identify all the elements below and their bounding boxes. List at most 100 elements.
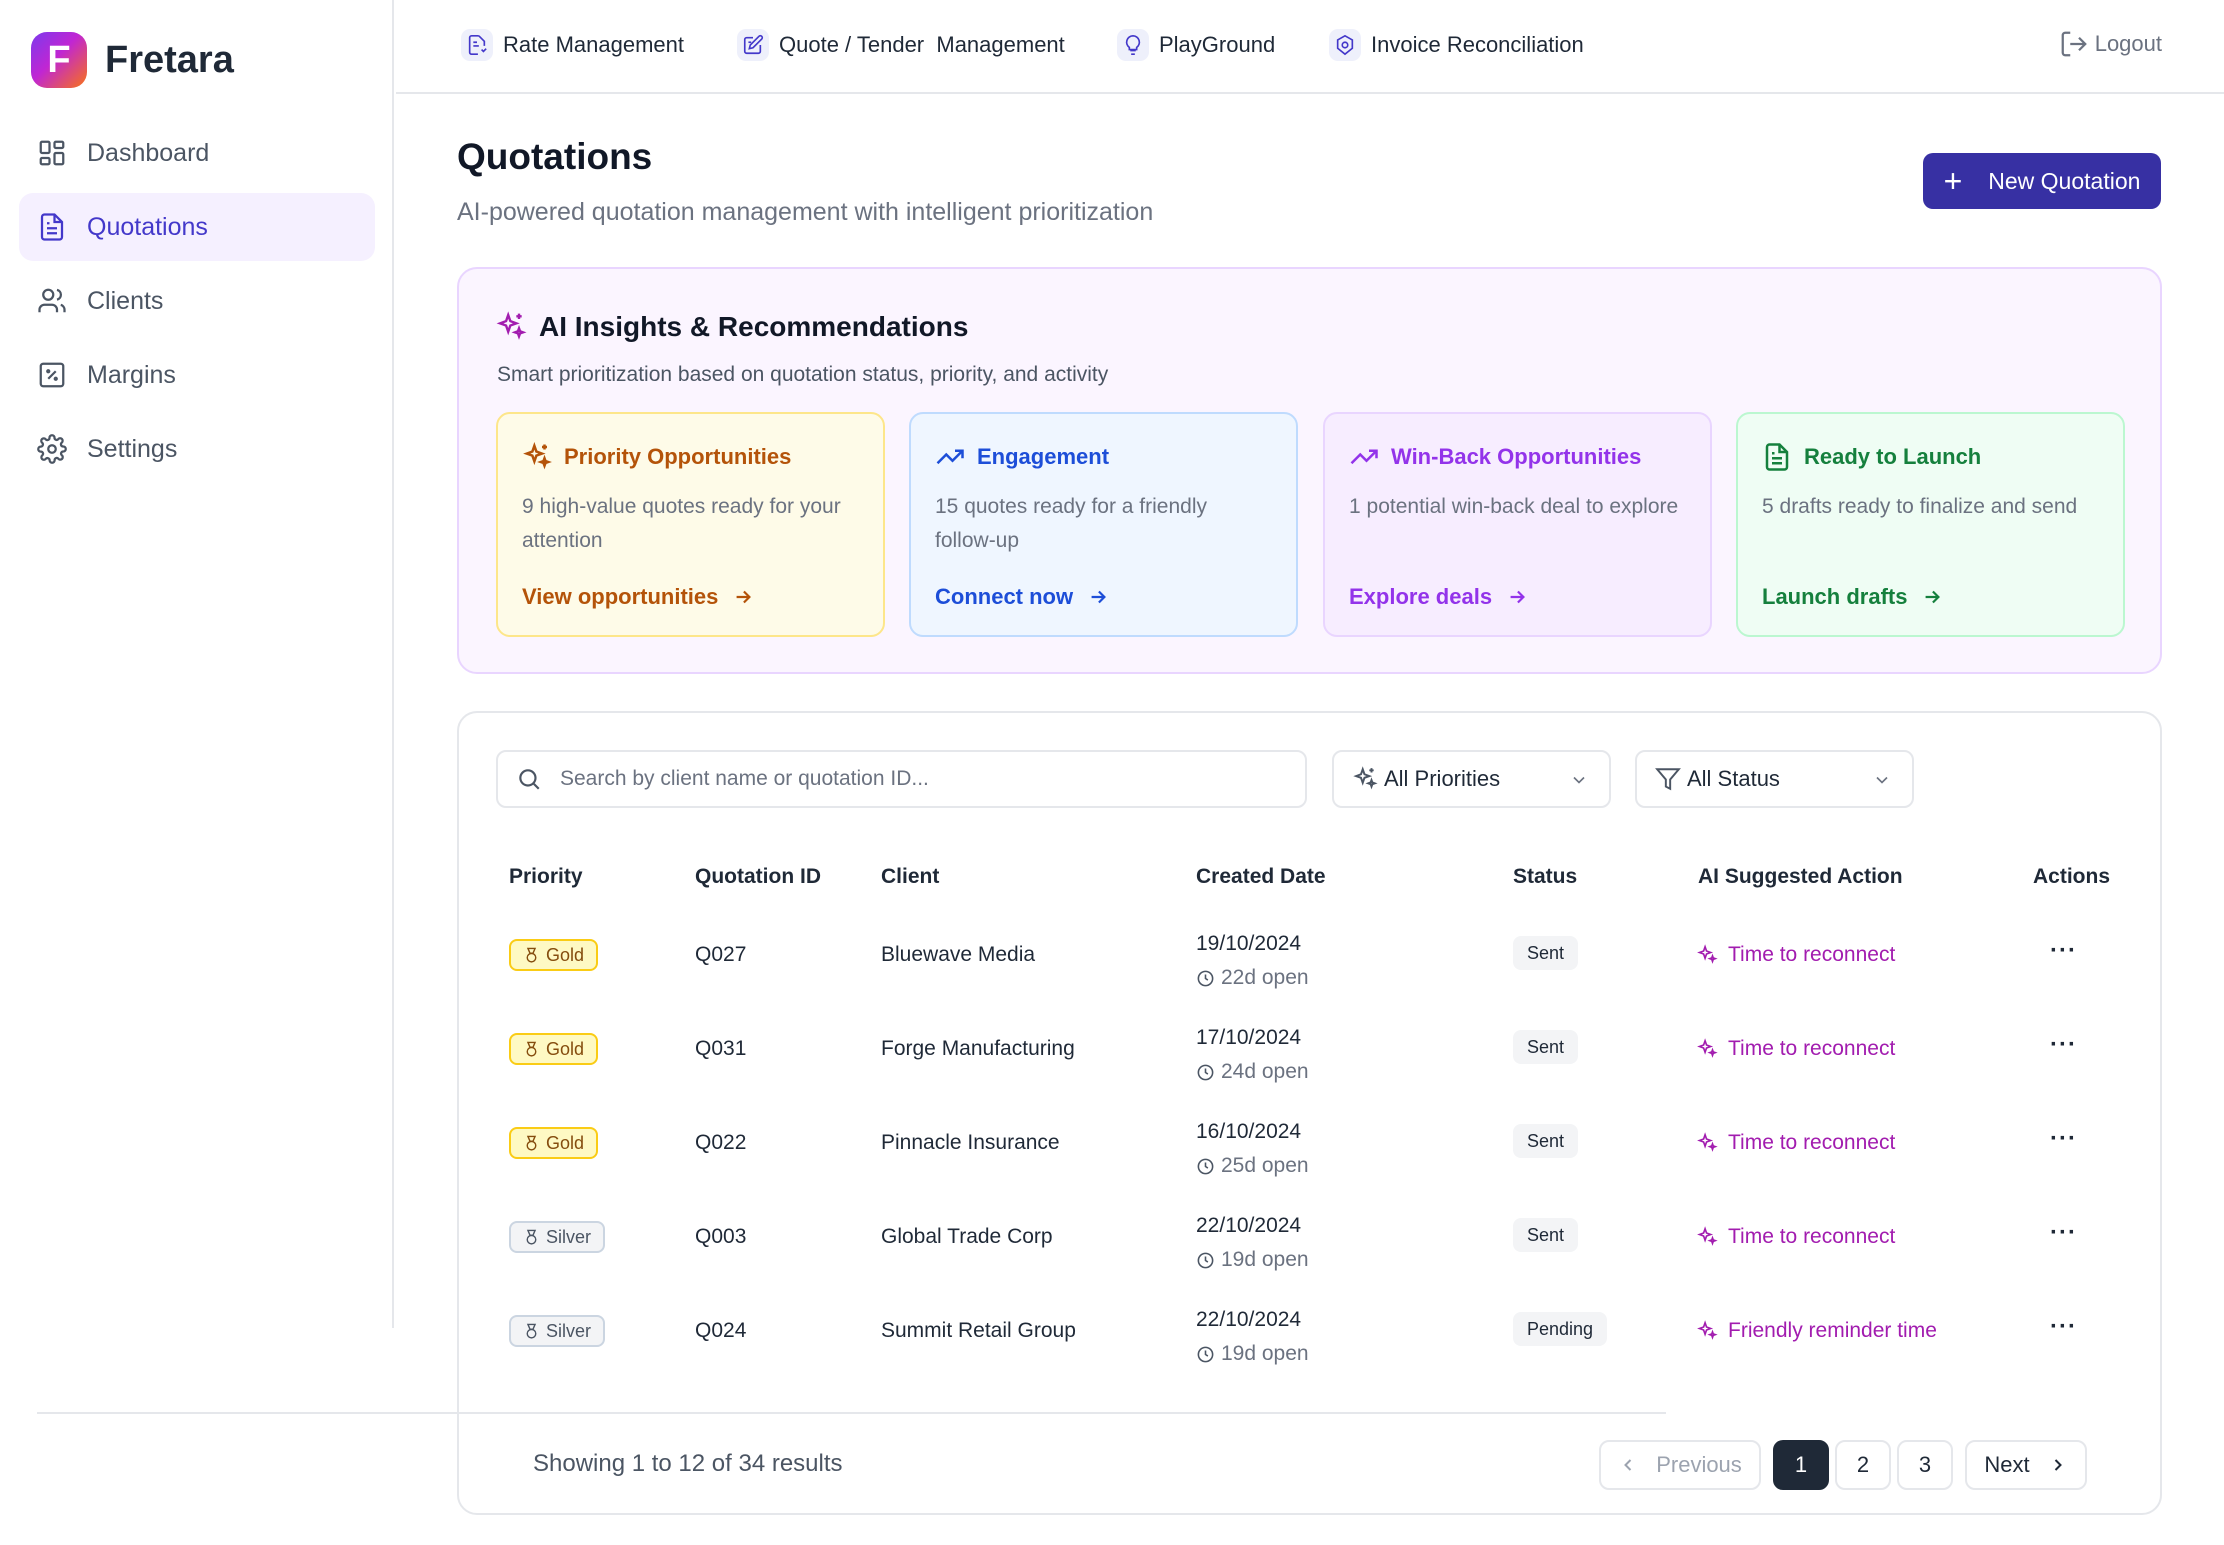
topnav-invoice-reconciliation[interactable]: Invoice Reconciliation xyxy=(1329,29,1584,61)
column-header-client: Client xyxy=(881,865,940,888)
row-actions-menu[interactable]: ··· xyxy=(2050,937,2077,964)
topnav-quote-tender-management[interactable]: Quote / Tender Management xyxy=(737,29,1065,61)
status-badge: Sent xyxy=(1513,1218,1579,1252)
status-filter-select[interactable]: All Status xyxy=(1635,750,1914,808)
next-page-button[interactable]: Next xyxy=(1965,1440,2087,1490)
quotation-id[interactable]: Q024 xyxy=(695,1319,747,1342)
column-header-quotation-id: Quotation ID xyxy=(695,865,821,888)
chevron-down-icon xyxy=(1876,776,1888,784)
arrow-right-icon xyxy=(1091,590,1107,604)
brand-logo[interactable]: F Fretara xyxy=(31,32,234,88)
ai-suggested-action[interactable]: Time to reconnect xyxy=(1696,943,1895,967)
ai-suggested-action[interactable]: Friendly reminder time xyxy=(1696,1319,1937,1343)
topnav-rate-management[interactable]: Rate Management xyxy=(461,29,684,61)
row-actions-menu[interactable]: ··· xyxy=(2050,1313,2077,1340)
open-duration-text: 25d open xyxy=(1221,1154,1309,1177)
column-header-priority: Priority xyxy=(509,865,583,888)
open-duration-text: 19d open xyxy=(1221,1342,1309,1365)
clock-icon xyxy=(1197,1252,1214,1268)
row-actions-menu[interactable]: ··· xyxy=(2050,1219,2077,1246)
results-summary: Showing 1 to 12 of 34 results xyxy=(533,1450,843,1477)
page-button-2[interactable]: 2 xyxy=(1835,1440,1891,1490)
table-row[interactable]: Gold Q027 Bluewave Media 19/10/2024 22d … xyxy=(459,923,2160,1017)
new-quotation-button[interactable]: + New Quotation xyxy=(1923,153,2161,209)
sparkles-icon xyxy=(496,311,527,340)
launch-drafts-link[interactable]: Launch drafts xyxy=(1762,584,1943,610)
users-icon xyxy=(38,288,66,313)
gear-icon xyxy=(37,434,67,464)
medal-icon xyxy=(526,1323,537,1339)
column-header-status: Status xyxy=(1513,865,1578,888)
card-body: 1 potential win-back deal to explore xyxy=(1349,495,1679,518)
status-filter-value: All Status xyxy=(1687,766,1780,791)
row-actions-menu[interactable]: ··· xyxy=(2050,1125,2077,1152)
card-link-label: View opportunities xyxy=(522,584,719,609)
search-input[interactable]: Search by client name or quotation ID... xyxy=(496,750,1307,808)
ai-suggested-action[interactable]: Time to reconnect xyxy=(1696,1037,1895,1061)
quotation-id[interactable]: Q031 xyxy=(695,1037,747,1060)
priority-badge: Gold xyxy=(509,1127,599,1159)
previous-page-button[interactable]: Previous xyxy=(1599,1440,1761,1490)
search-icon xyxy=(519,769,540,790)
open-duration: 25d open xyxy=(1196,1154,1309,1178)
quotation-id[interactable]: Q027 xyxy=(695,943,747,966)
table-row[interactable]: Gold Q031 Forge Manufacturing 17/10/2024… xyxy=(459,1017,2160,1111)
table-row[interactable]: Gold Q022 Pinnacle Insurance 16/10/2024 … xyxy=(459,1111,2160,1205)
topnav-label: PlayGround xyxy=(1159,32,1276,57)
logout-label: Logout xyxy=(2094,31,2162,56)
sidebar-item-margins[interactable]: Margins xyxy=(19,341,375,409)
sparkles-icon xyxy=(1697,1132,1718,1152)
card-title: Priority Opportunities xyxy=(564,444,792,469)
ai-insights-panel: AI Insights & Recommendations Smart prio… xyxy=(457,267,2162,674)
column-header-actions: Actions xyxy=(2033,865,2111,888)
card-title: Engagement xyxy=(977,444,1110,469)
quotation-id[interactable]: Q022 xyxy=(695,1131,747,1154)
card-heading: Ready to Launch xyxy=(1762,442,2099,472)
sidebar-item-label: Margins xyxy=(87,360,176,389)
page-button-1[interactable]: 1 xyxy=(1773,1440,1829,1490)
next-label: Next xyxy=(1984,1452,2030,1477)
topnav-playground[interactable]: PlayGround xyxy=(1117,29,1275,61)
card-body: 9 high-value quotes ready for your atten… xyxy=(522,495,841,552)
sidebar-item-settings[interactable]: Settings xyxy=(19,415,375,483)
document-icon xyxy=(40,213,64,241)
explore-deals-link[interactable]: Explore deals xyxy=(1349,584,1528,610)
card-title: Ready to Launch xyxy=(1804,444,1982,469)
sidebar-item-quotations[interactable]: Quotations xyxy=(19,193,375,261)
priority-filter-select[interactable]: All Priorities xyxy=(1332,750,1611,808)
status-badge: Sent xyxy=(1513,936,1579,970)
logout-button[interactable]: Logout xyxy=(2059,29,2162,59)
row-actions-menu[interactable]: ··· xyxy=(2050,1031,2077,1058)
sparkles-icon xyxy=(1697,1226,1718,1246)
table-row[interactable]: Silver Q003 Global Trade Corp 22/10/2024… xyxy=(459,1205,2160,1299)
page-title: Quotations xyxy=(457,136,653,177)
chevron-left-icon xyxy=(1624,1459,1632,1471)
connect-now-link[interactable]: Connect now xyxy=(935,584,1109,610)
ai-suggested-action[interactable]: Time to reconnect xyxy=(1696,1225,1895,1249)
arrow-right-icon xyxy=(736,590,752,604)
arrow-right-icon xyxy=(1510,590,1526,604)
client-name: Global Trade Corp xyxy=(881,1225,1053,1248)
ai-action-text: Time to reconnect xyxy=(1728,1037,1896,1060)
ai-action-text: Friendly reminder time xyxy=(1728,1319,1937,1342)
topnav-label: Rate Management xyxy=(503,32,684,57)
sparkles-icon xyxy=(1697,1320,1718,1340)
open-duration-text: 24d open xyxy=(1221,1060,1309,1083)
priority-badge: Gold xyxy=(509,939,599,971)
sparkles-icon xyxy=(1353,766,1378,790)
insight-card-ready-to-launch: Ready to Launch 5 drafts ready to finali… xyxy=(1736,412,2125,637)
sidebar-item-dashboard[interactable]: Dashboard xyxy=(19,119,375,187)
priority-label: Silver xyxy=(546,1226,592,1247)
card-link-label: Connect now xyxy=(935,584,1074,609)
search-placeholder: Search by client name or quotation ID... xyxy=(560,767,929,790)
clock-icon xyxy=(1197,1158,1214,1174)
sidebar-item-clients[interactable]: Clients xyxy=(19,267,375,335)
table-row[interactable]: Silver Q024 Summit Retail Group 22/10/20… xyxy=(459,1299,2160,1393)
sparkles-icon xyxy=(1697,944,1718,964)
ai-suggested-action[interactable]: Time to reconnect xyxy=(1696,1131,1895,1155)
view-opportunities-link[interactable]: View opportunities xyxy=(522,584,754,610)
priority-badge: Silver xyxy=(509,1315,606,1347)
page-button-3[interactable]: 3 xyxy=(1897,1440,1953,1490)
insight-card-priority-opportunities: Priority Opportunities 9 high-value quot… xyxy=(496,412,885,637)
quotation-id[interactable]: Q003 xyxy=(695,1225,747,1248)
